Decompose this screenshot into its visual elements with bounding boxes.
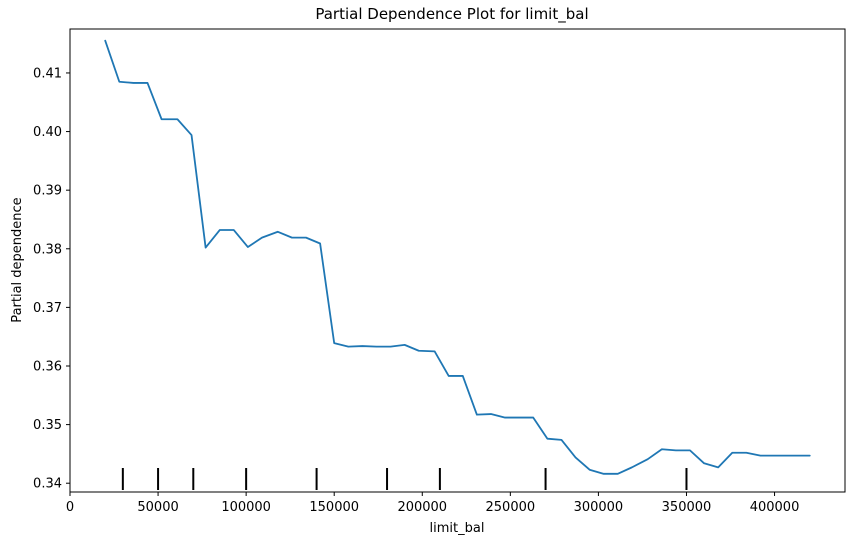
x-tick-label: 400000 — [750, 500, 800, 515]
x-tick-label: 300000 — [574, 500, 624, 515]
x-axis-label: limit_bal — [430, 521, 485, 536]
plot-area: 0 50000 100000 150000 200000 250000 300000 3500… — [33, 39, 811, 515]
y-tick-label: 0.41 — [33, 66, 62, 81]
y-tick-label: 0.38 — [33, 242, 62, 257]
y-tick-label: 0.36 — [33, 359, 62, 374]
y-tick-label: 0.37 — [33, 301, 62, 316]
y-tick-label: 0.40 — [33, 125, 62, 140]
y-tick-label: 0.34 — [33, 477, 62, 492]
x-tick-label: 250000 — [486, 500, 536, 515]
chart-title: Partial Dependence Plot for limit_bal — [315, 5, 588, 24]
y-tick-label: 0.39 — [33, 184, 62, 199]
series-line — [104, 39, 811, 475]
y-axis-label: Partial dependence — [10, 197, 25, 322]
x-tick-label: 150000 — [309, 500, 359, 515]
x-tick-label: 50000 — [137, 500, 178, 515]
x-tick-label: 350000 — [662, 500, 712, 515]
y-tick-label: 0.35 — [33, 418, 62, 433]
x-tick-label: 200000 — [397, 500, 447, 515]
x-tick-label: 0 — [66, 500, 74, 515]
x-tick-label: 100000 — [221, 500, 271, 515]
axes-frame — [69, 28, 846, 493]
